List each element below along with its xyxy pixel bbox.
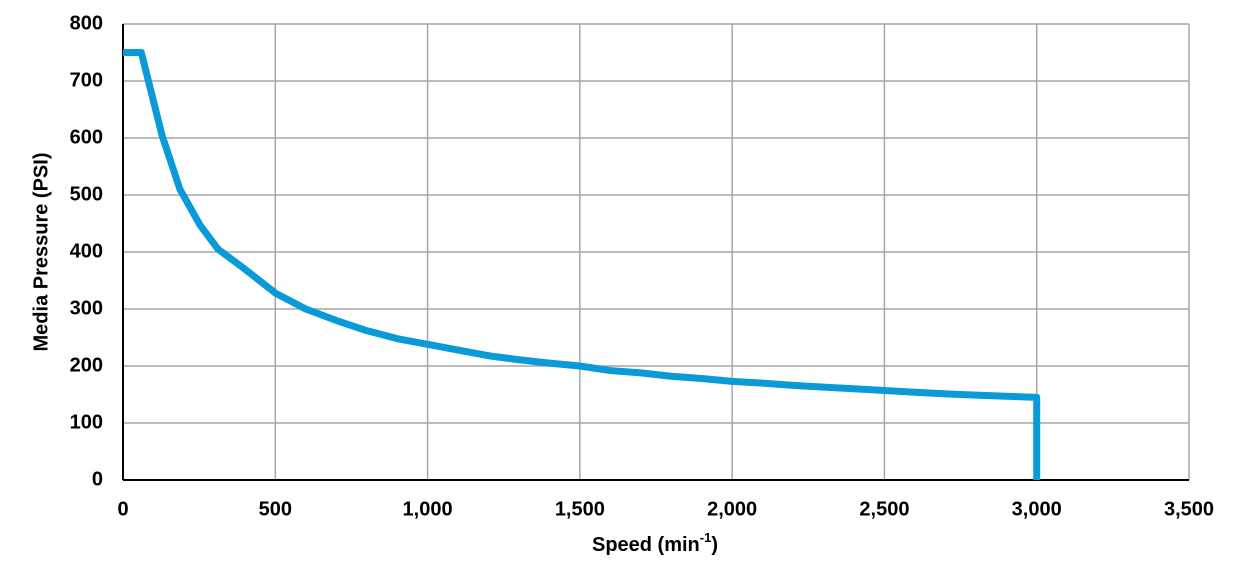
y-tick-label: 500 (70, 183, 103, 205)
y-tick-label: 600 (70, 126, 103, 148)
x-tick-label: 1,000 (403, 498, 453, 520)
x-tick-label: 0 (117, 498, 128, 520)
x-axis-title-text: Speed (min (592, 534, 700, 556)
data-line (123, 49, 1041, 480)
y-tick-label: 100 (70, 411, 103, 433)
x-axis-title-sup: -1 (700, 530, 712, 545)
y-axis-title: Media Pressure (PSI) (30, 153, 52, 352)
y-tick-label: 200 (70, 354, 103, 376)
x-axis-title-tail: ) (711, 534, 718, 556)
y-tick-label: 800 (70, 12, 103, 34)
x-axis-title: Speed (min-1) (592, 530, 718, 556)
x-tick-label: 3,000 (1012, 498, 1062, 520)
x-tick-label: 2,000 (707, 498, 757, 520)
x-tick-label: 3,500 (1164, 498, 1214, 520)
y-tick-label: 400 (70, 240, 103, 262)
x-tick-label: 500 (259, 498, 292, 520)
x-tick-label: 1,500 (555, 498, 605, 520)
y-tick-label: 300 (70, 297, 103, 319)
y-tick-label: 0 (92, 468, 103, 490)
x-tick-label: 2,500 (859, 498, 909, 520)
y-tick-label: 700 (70, 69, 103, 91)
